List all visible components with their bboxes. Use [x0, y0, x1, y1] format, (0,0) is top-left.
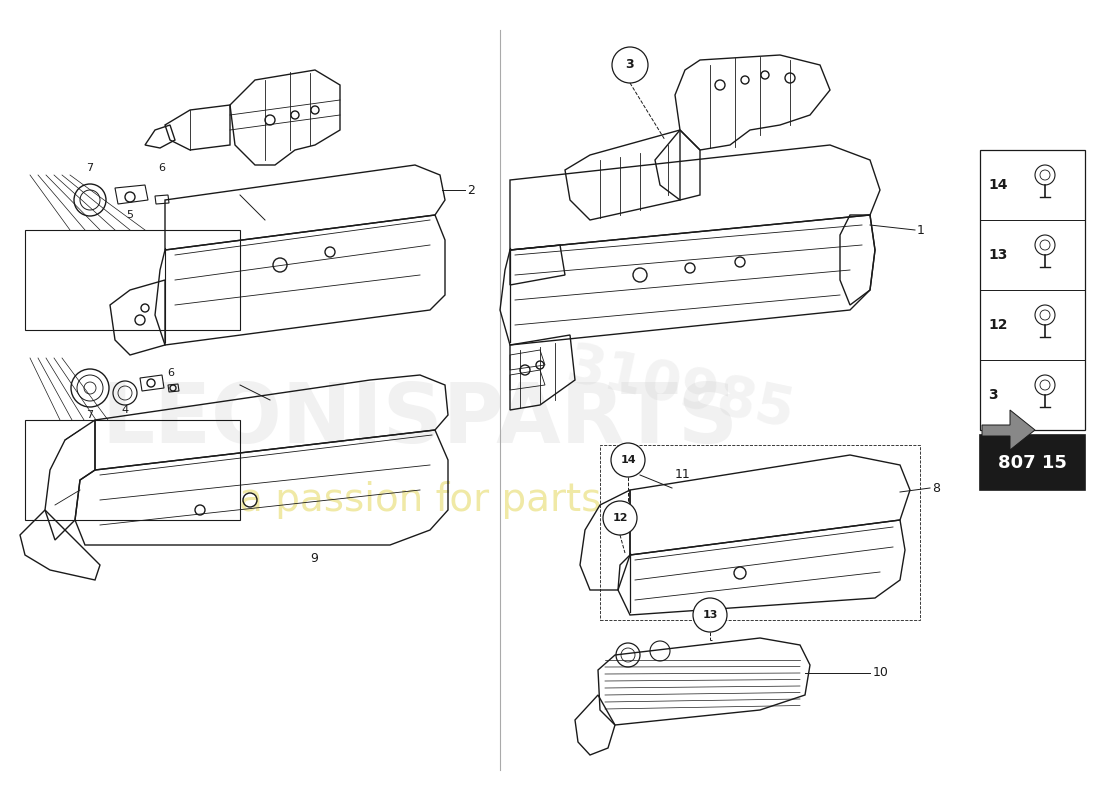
Text: 1: 1	[917, 223, 925, 237]
Text: 9: 9	[310, 551, 318, 565]
Text: 6: 6	[158, 163, 165, 173]
Text: LEONISPARTS: LEONISPARTS	[101, 379, 738, 461]
Text: 13: 13	[702, 610, 717, 620]
Text: 14: 14	[988, 178, 1008, 192]
Text: 310985: 310985	[561, 339, 799, 441]
Text: 6: 6	[167, 368, 174, 378]
FancyBboxPatch shape	[980, 435, 1085, 490]
Text: 5: 5	[126, 210, 133, 220]
Text: 11: 11	[675, 469, 691, 482]
Circle shape	[612, 47, 648, 83]
Polygon shape	[982, 410, 1035, 450]
Text: 4: 4	[121, 405, 129, 415]
Circle shape	[693, 598, 727, 632]
Text: 3: 3	[988, 388, 998, 402]
Text: 12: 12	[613, 513, 628, 523]
Text: 2: 2	[468, 183, 475, 197]
Text: 13: 13	[988, 248, 1008, 262]
Text: 807 15: 807 15	[998, 454, 1066, 472]
Text: 8: 8	[932, 482, 940, 494]
Text: 3: 3	[626, 58, 635, 71]
Text: a passion for parts: a passion for parts	[239, 481, 602, 519]
Text: 10: 10	[873, 666, 889, 679]
Text: 7: 7	[87, 163, 94, 173]
Circle shape	[610, 443, 645, 477]
Circle shape	[603, 501, 637, 535]
Text: 14: 14	[620, 455, 636, 465]
Text: 12: 12	[988, 318, 1008, 332]
Text: 7: 7	[87, 410, 94, 420]
